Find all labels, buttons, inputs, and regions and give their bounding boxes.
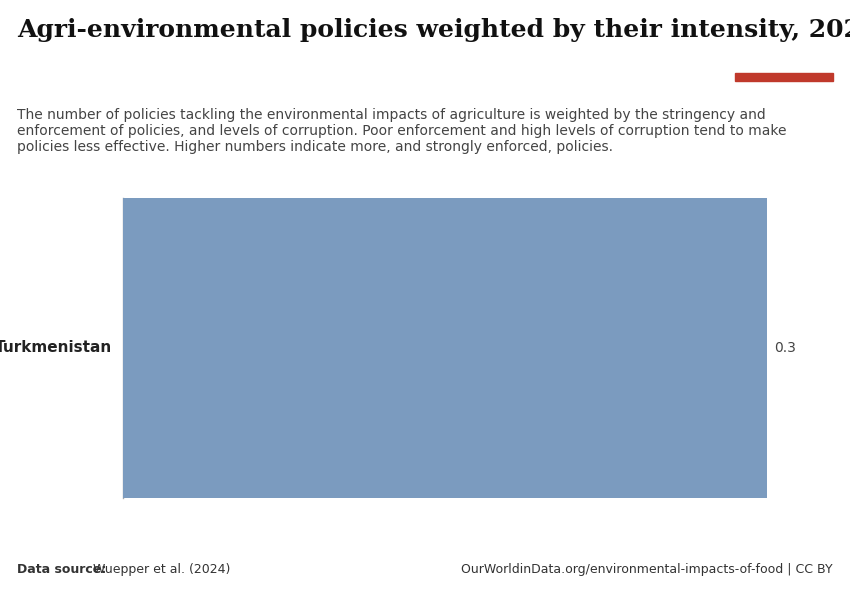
Text: The number of policies tackling the environmental impacts of agriculture is weig: The number of policies tackling the envi… [17, 108, 786, 154]
Bar [735, 73, 833, 81]
Text: Agri-environmental policies weighted by their intensity, 2022: Agri-environmental policies weighted by … [17, 18, 850, 42]
Text: 0.3: 0.3 [774, 341, 796, 355]
Text: OurWorldinData.org/environmental-impacts-of-food | CC BY: OurWorldinData.org/environmental-impacts… [462, 563, 833, 576]
Text: Turkmenistan: Turkmenistan [0, 340, 112, 355]
Text: Our World
in Data: Our World in Data [751, 30, 818, 58]
Text: Wuepper et al. (2024): Wuepper et al. (2024) [89, 563, 230, 576]
Text: Data source:: Data source: [17, 563, 106, 576]
